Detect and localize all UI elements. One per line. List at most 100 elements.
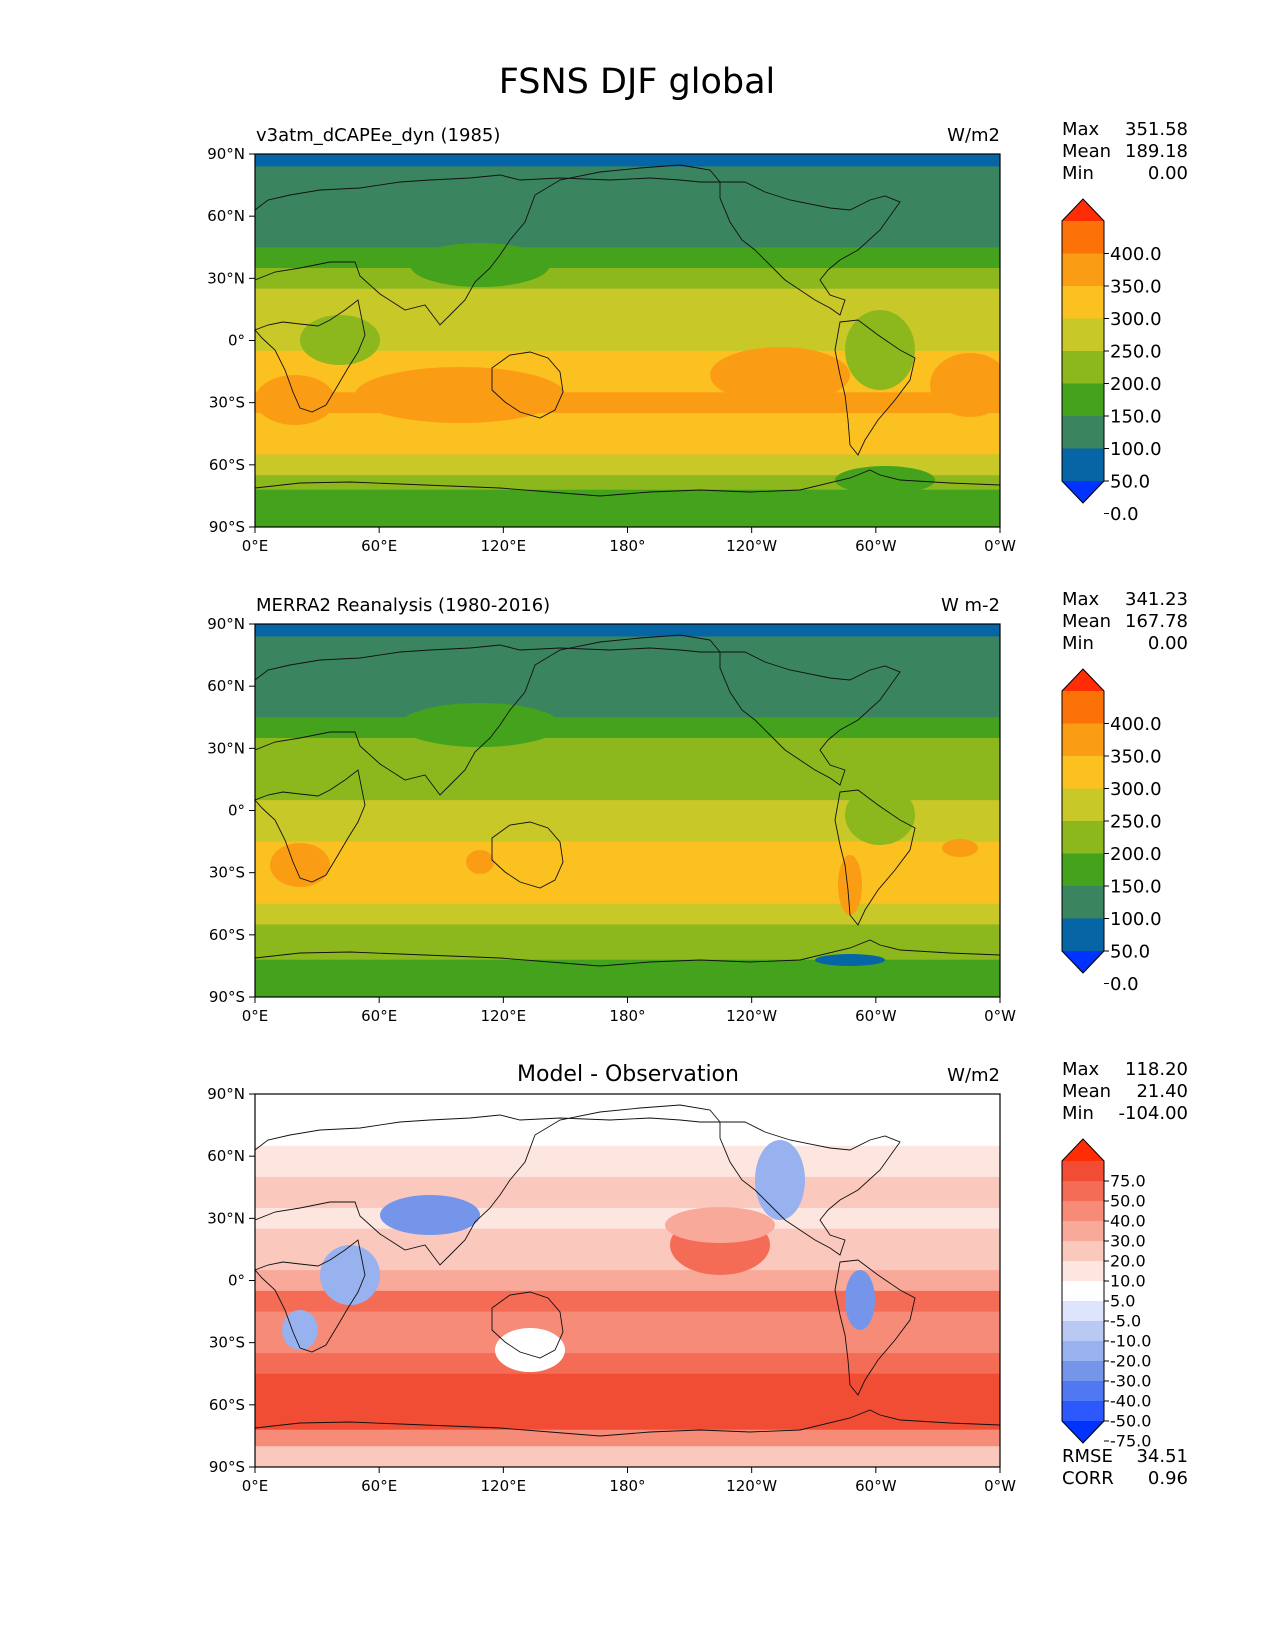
colorbar-segment <box>1062 1201 1104 1222</box>
units-label: W/m2 <box>947 1065 1000 1086</box>
colorbar-segment <box>1062 286 1104 319</box>
field-band <box>255 1332 1000 1354</box>
lat-tick-label: 60°S <box>209 1396 245 1414</box>
colorbar-segment <box>1062 1381 1104 1402</box>
colorbar-segment <box>1062 1321 1104 1342</box>
field-band <box>255 903 1000 926</box>
colorbar-segment <box>1062 918 1104 952</box>
colorbar-segment <box>1062 691 1104 724</box>
colorbar-segment <box>1062 1261 1104 1282</box>
stat-mean-label: Mean <box>1062 611 1111 632</box>
colorbar-segment <box>1062 723 1104 757</box>
anomaly-patch <box>815 954 885 966</box>
anomaly-patch <box>835 466 935 494</box>
field-band <box>255 433 1000 456</box>
stat-mean-value: 189.18 <box>1125 141 1188 162</box>
stats-block: Max 351.58 Mean 189.18 Min 0.00 <box>1062 119 1188 184</box>
lat-tick-label: 60°S <box>209 926 245 944</box>
stat-min-label: Min <box>1062 1103 1094 1124</box>
field-band <box>255 454 1000 476</box>
panel-difference: 90°N 60°N 30°N 0° 30°S 60°S 90°S 0°E 60°E 120°E 1… <box>207 1059 1188 1495</box>
coastline-africa <box>255 769 366 883</box>
lat-tick-label: 60°N <box>207 207 245 225</box>
longitude-axis: 0°E 60°E 120°E 180° 120°W 60°W 0°W <box>242 527 1016 555</box>
field-band <box>255 1353 1000 1375</box>
stats-block: Max 341.23 Mean 167.78 Min 0.00 <box>1062 589 1188 654</box>
colorbar-segment <box>1062 1361 1104 1382</box>
coastline-africa <box>255 1239 366 1353</box>
field-band <box>255 1311 1000 1333</box>
field-band <box>255 1207 1000 1230</box>
field-band <box>255 330 1000 352</box>
lat-tick-label: 30°S <box>209 394 245 412</box>
lon-tick-label: 60°W <box>855 1007 897 1025</box>
coastline-australia <box>491 1291 564 1359</box>
anomaly-patch <box>495 1328 565 1372</box>
lat-tick-label: 90°N <box>207 145 245 163</box>
lon-tick-label: 120°W <box>726 1007 777 1025</box>
lon-tick-label: 0°E <box>242 1007 269 1025</box>
lon-tick-label: 180° <box>609 1007 645 1025</box>
stat-min-value: 0.00 <box>1148 163 1188 184</box>
field-band <box>255 841 1000 863</box>
colorbar-segment <box>1062 1181 1104 1202</box>
colorbar-label: -40.0 <box>1110 1392 1151 1411</box>
panel-title: v3atm_dCAPEe_dyn (1985) <box>256 125 500 146</box>
colorbar-segment <box>1062 1241 1104 1262</box>
colorbar-segment <box>1062 383 1104 417</box>
coastline-antarctica <box>255 939 1000 967</box>
colorbar-label: 350.0 <box>1110 746 1162 767</box>
colorbar-segment <box>1062 1281 1104 1302</box>
field-band <box>255 1290 1000 1313</box>
colorbar-extend-max <box>1062 669 1104 691</box>
colorbar: 400.0 350.0 300.0 250.0 200.0 150.0 100.0 50.0 0… <box>1061 198 1162 525</box>
colorbar-label: 400.0 <box>1110 244 1162 265</box>
stat-min-label: Min <box>1062 163 1094 184</box>
coastline-africa <box>255 299 366 413</box>
coastline-north-america <box>719 651 901 786</box>
lat-tick-label: 0° <box>228 802 245 820</box>
colorbar-label: 100.0 <box>1110 909 1162 930</box>
colorbar-label: -50.0 <box>1110 1412 1151 1431</box>
colorbar-segment <box>1062 1301 1104 1322</box>
anomaly-patch <box>500 762 680 798</box>
field-band <box>255 166 1000 186</box>
anomaly-patch <box>400 703 560 747</box>
anomaly-patch <box>845 785 915 845</box>
anomaly-patch <box>665 1207 775 1243</box>
lat-tick-label: 0° <box>228 1272 245 1290</box>
lat-tick-label: 30°S <box>209 864 245 882</box>
lat-tick-label: 30°N <box>207 1209 245 1227</box>
lon-tick-label: 0°W <box>984 1477 1016 1495</box>
colorbar-segment <box>1062 351 1104 384</box>
field-band <box>255 185 1000 217</box>
anomaly-patch <box>845 1270 875 1330</box>
lat-tick-label: 0° <box>228 332 245 350</box>
field-band <box>255 717 1000 739</box>
lat-tick-label: 90°S <box>209 518 245 536</box>
field-band <box>255 862 1000 884</box>
field-anomalies <box>282 1140 875 1372</box>
panel-title: Model - Observation <box>517 1062 739 1087</box>
field-band <box>255 506 1000 527</box>
metric-rmse-label: RMSE <box>1062 1446 1113 1467</box>
anomaly-patch <box>755 1140 805 1220</box>
stat-mean-value: 21.40 <box>1136 1081 1188 1102</box>
lat-tick-label: 90°N <box>207 615 245 633</box>
colorbar-label: 20.0 <box>1110 1252 1146 1271</box>
coastline-australia <box>491 821 564 889</box>
panel-title: MERRA2 Reanalysis (1980-2016) <box>256 595 550 616</box>
field-band <box>255 413 1000 435</box>
colorbar-label: 50.0 <box>1110 1192 1146 1211</box>
coastlines <box>255 164 1000 497</box>
colorbar-segment <box>1062 253 1104 287</box>
anomaly-patch <box>942 839 978 857</box>
field-band <box>255 1114 1000 1147</box>
colorbar: 400.0 350.0 300.0 250.0 200.0 150.0 100.0 50.0 0… <box>1061 668 1162 995</box>
stat-max-value: 341.23 <box>1125 589 1188 610</box>
anomaly-patch <box>410 243 550 287</box>
field-band <box>255 267 1000 290</box>
stats-block: Max 118.20 Mean 21.40 Min -104.00 <box>1062 1059 1188 1124</box>
coastline-south-america <box>834 319 916 456</box>
colorbar-segment <box>1062 318 1104 352</box>
